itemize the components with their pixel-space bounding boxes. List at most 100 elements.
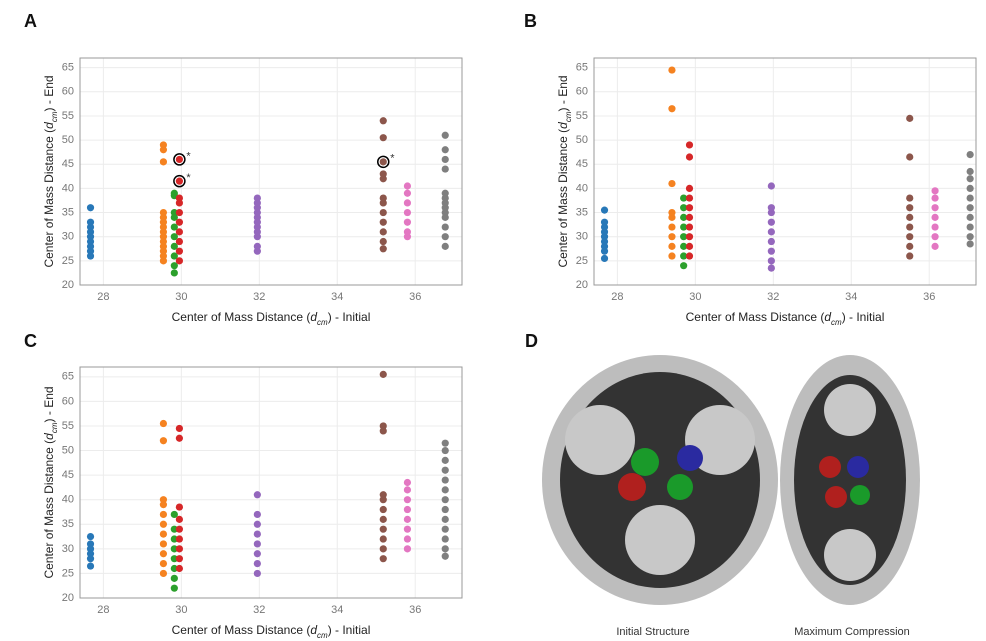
y-tick-label: 45 [62, 469, 74, 481]
point [176, 565, 183, 572]
point [442, 476, 449, 483]
point [686, 233, 693, 240]
y-tick-label: 20 [62, 279, 74, 291]
axis-label-part: ) - End [556, 75, 570, 111]
x-tick-label: 34 [331, 604, 343, 616]
point [176, 209, 183, 216]
point [442, 165, 449, 172]
point [967, 151, 974, 158]
y-tick-label: 55 [62, 420, 74, 432]
point [601, 219, 608, 226]
point [442, 496, 449, 503]
point [160, 496, 167, 503]
point [404, 182, 411, 189]
axis-label-part: Center of Mass Distance ( [42, 440, 56, 579]
point [668, 233, 675, 240]
point [768, 248, 775, 255]
axis-label-part: cm [317, 318, 328, 327]
axis-label: Center of Mass Distance (dcm) - End [556, 75, 572, 267]
point [442, 146, 449, 153]
point [768, 219, 775, 226]
point [404, 496, 411, 503]
point [668, 180, 675, 187]
point [404, 486, 411, 493]
point [768, 264, 775, 271]
axis-label-part: ) - End [42, 386, 56, 422]
y-tick-label: 65 [62, 371, 74, 383]
point [668, 105, 675, 112]
point [380, 422, 387, 429]
y-tick-label: 25 [62, 255, 74, 267]
point [176, 194, 183, 201]
point [176, 516, 183, 523]
point [380, 245, 387, 252]
point [380, 526, 387, 533]
y-tick-label: 35 [62, 206, 74, 218]
point [176, 257, 183, 264]
point [931, 187, 938, 194]
point [668, 252, 675, 259]
point [254, 560, 261, 567]
point [160, 511, 167, 518]
x-tick-label: 32 [253, 291, 265, 303]
point [967, 175, 974, 182]
point [906, 204, 913, 211]
y-tick-label: 35 [62, 518, 74, 530]
x-tick-label: 30 [689, 291, 701, 303]
point [380, 134, 387, 141]
axis-label: Center of Mass Distance (dcm) - Initial [686, 310, 885, 326]
annotation: * [186, 172, 191, 184]
point [160, 158, 167, 165]
point [686, 194, 693, 201]
panel-label: C [24, 331, 37, 351]
point [442, 440, 449, 447]
point [967, 168, 974, 175]
point [380, 209, 387, 216]
point [967, 204, 974, 211]
panel-label: A [24, 11, 37, 31]
point [931, 194, 938, 201]
point [906, 115, 913, 122]
y-tick-label: 30 [62, 543, 74, 555]
chart: 202530354045505560652830323436***Center … [24, 11, 462, 327]
point [160, 209, 167, 216]
axis-label-part: cm [564, 111, 573, 122]
x-tick-label: 32 [253, 604, 265, 616]
point [254, 491, 261, 498]
axis-label-part: Center of Mass Distance ( [172, 310, 311, 324]
point [380, 219, 387, 226]
point [442, 132, 449, 139]
point [160, 560, 167, 567]
point [404, 516, 411, 523]
point [680, 262, 687, 269]
point [176, 555, 183, 562]
y-tick-label: 65 [576, 62, 588, 74]
chart: 202530354045505560652830323436Center of … [524, 11, 976, 327]
point [686, 141, 693, 148]
point [686, 185, 693, 192]
point [380, 555, 387, 562]
y-tick-label: 55 [576, 110, 588, 122]
point [160, 570, 167, 577]
point [931, 223, 938, 230]
point [668, 243, 675, 250]
point [906, 243, 913, 250]
point [254, 531, 261, 538]
point [380, 545, 387, 552]
point [380, 506, 387, 513]
point [176, 435, 183, 442]
point [931, 233, 938, 240]
axis-label-part: Center of Mass Distance ( [556, 129, 570, 268]
point [254, 540, 261, 547]
point [254, 511, 261, 518]
point [404, 526, 411, 533]
figure: D Initial Structure Maximum Compression … [0, 0, 986, 641]
point [380, 117, 387, 124]
axis-label-part: cm [50, 111, 59, 122]
point [931, 204, 938, 211]
point [176, 425, 183, 432]
point [442, 447, 449, 454]
y-tick-label: 65 [62, 62, 74, 74]
point [686, 204, 693, 211]
point [768, 238, 775, 245]
